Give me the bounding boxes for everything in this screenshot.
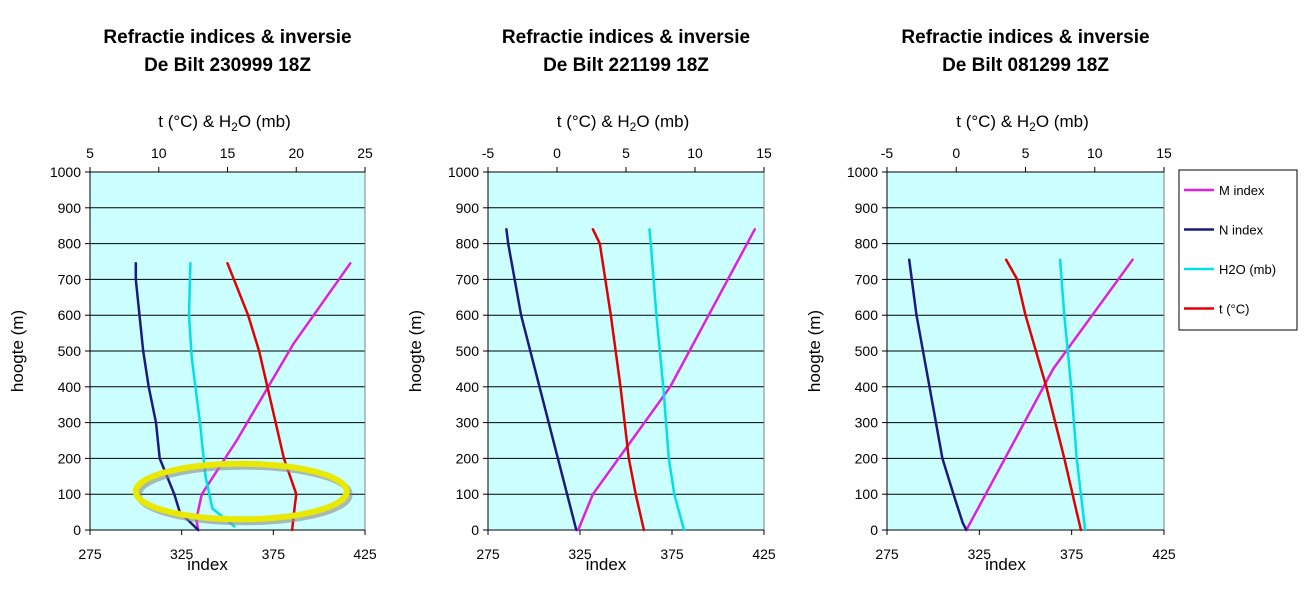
y-tick-label: 600 [58, 307, 82, 323]
x-tick-label: 325 [968, 546, 992, 562]
y-tick-label: 900 [58, 200, 82, 216]
y-axis-label: hoogte (m) [406, 310, 425, 392]
y-tick-label: 400 [855, 379, 879, 395]
y-axis-label: hoogte (m) [805, 310, 824, 392]
series-line-h2o-mb [187, 262, 236, 528]
chart-subtitle: De Bilt 221199 18Z [543, 55, 709, 76]
y-tick-label: 300 [456, 415, 480, 431]
x2-tick-label: 0 [952, 145, 960, 161]
x-tick-label: 425 [1152, 546, 1176, 562]
y-tick-label: 400 [58, 379, 82, 395]
legend-label-n-index: N index [1219, 223, 1264, 238]
highlight-ellipse [132, 460, 350, 523]
series-line-t-c [591, 228, 646, 532]
y-tick-label: 500 [855, 343, 879, 359]
x-axis-label: index [586, 555, 627, 574]
legend-label-t-c: t (°C) [1219, 302, 1249, 317]
x2-tick-label: 0 [553, 145, 561, 161]
chart-title: Refractie indices & inversie [103, 27, 351, 48]
series-line-h2o-mb [1058, 258, 1087, 532]
y-tick-label: 200 [58, 450, 82, 466]
chart-panel-3: Refractie indices & inversie De Bilt 0812… [805, 27, 1176, 574]
y-tick-label: 800 [58, 236, 82, 252]
x-tick-label: 275 [476, 546, 500, 562]
y-tick-label: 0 [73, 522, 81, 538]
y-tick-label: 400 [456, 379, 480, 395]
y-tick-label: 1000 [50, 164, 81, 180]
x-tick-label: 425 [353, 546, 377, 562]
x2-axis-label: t (°C) & H2O (mb) [956, 112, 1088, 134]
series-line-h2o-mb [648, 228, 686, 532]
x2-tick-label: 15 [756, 145, 772, 161]
x2-tick-label: 25 [357, 145, 373, 161]
y-tick-label: 200 [456, 450, 480, 466]
x2-tick-label: 15 [1156, 145, 1172, 161]
y-tick-label: 300 [58, 415, 82, 431]
x2-tick-label: 20 [288, 145, 304, 161]
series-line-n-index [134, 262, 200, 532]
x2-axis-label: t (°C) & H2O (mb) [557, 112, 689, 134]
series-line-m-index [965, 258, 1134, 532]
y-tick-label: 700 [855, 271, 879, 287]
y-tick-label: 600 [456, 307, 480, 323]
y-tick-label: 700 [456, 271, 480, 287]
y-tick-label: 0 [870, 522, 878, 538]
x2-tick-label: 10 [1087, 145, 1103, 161]
x-tick-label: 325 [568, 546, 592, 562]
x-tick-label: 375 [660, 546, 684, 562]
chart-title: Refractie indices & inversie [502, 27, 750, 48]
y-tick-label: 900 [456, 200, 480, 216]
chart-subtitle: De Bilt 230999 18Z [144, 55, 311, 76]
legend: M index N index H2O (mb) t (°C) [1178, 169, 1298, 331]
x-tick-label: 375 [1060, 546, 1084, 562]
y-tick-label: 800 [456, 236, 480, 252]
x2-tick-label: 15 [220, 145, 236, 161]
x2-tick-label: -5 [482, 145, 495, 161]
y-tick-label: 100 [855, 486, 879, 502]
legend-box [1178, 169, 1298, 331]
x-tick-label: 325 [170, 546, 194, 562]
y-tick-label: 1000 [448, 164, 479, 180]
y-tick-label: 200 [855, 450, 879, 466]
x2-tick-label: 10 [687, 145, 703, 161]
x-tick-label: 425 [752, 546, 776, 562]
series-line-t-c [1004, 258, 1083, 532]
x2-axis-label: t (°C) & H2O (mb) [158, 112, 290, 134]
x2-tick-label: 10 [151, 145, 167, 161]
y-tick-label: 0 [471, 522, 479, 538]
x-tick-label: 375 [262, 546, 286, 562]
legend-label-m-index: M index [1219, 183, 1265, 198]
x2-tick-label: 5 [1022, 145, 1030, 161]
x-tick-label: 275 [78, 546, 102, 562]
x2-tick-label: 5 [622, 145, 630, 161]
y-tick-label: 300 [855, 415, 879, 431]
series-line-n-index [907, 258, 968, 532]
y-tick-label: 600 [855, 307, 879, 323]
x-axis-label: index [187, 555, 228, 574]
series-line-m-index [576, 228, 757, 532]
chart-panel-1: Refractie indices & inversie De Bilt 2309… [8, 27, 377, 574]
chart-subtitle: De Bilt 081299 18Z [942, 55, 1109, 76]
y-axis-label: hoogte (m) [8, 310, 27, 392]
series-line-n-index [505, 228, 578, 532]
y-tick-label: 900 [855, 200, 879, 216]
y-tick-label: 500 [58, 343, 82, 359]
y-tick-label: 700 [58, 271, 82, 287]
legend-label-h2o-mb: H2O (mb) [1219, 262, 1276, 277]
chart-panel-2: Refractie indices & inversie De Bilt 2211… [406, 27, 776, 574]
y-tick-label: 100 [58, 486, 82, 502]
y-tick-label: 100 [456, 486, 480, 502]
y-tick-label: 800 [855, 236, 879, 252]
x-tick-label: 275 [875, 546, 899, 562]
y-tick-label: 500 [456, 343, 480, 359]
x-axis-label: index [985, 555, 1026, 574]
x2-tick-label: 5 [86, 145, 94, 161]
y-tick-label: 1000 [847, 164, 878, 180]
chart-title: Refractie indices & inversie [901, 27, 1149, 48]
x2-tick-label: -5 [881, 145, 894, 161]
series-line-t-c [226, 262, 298, 532]
